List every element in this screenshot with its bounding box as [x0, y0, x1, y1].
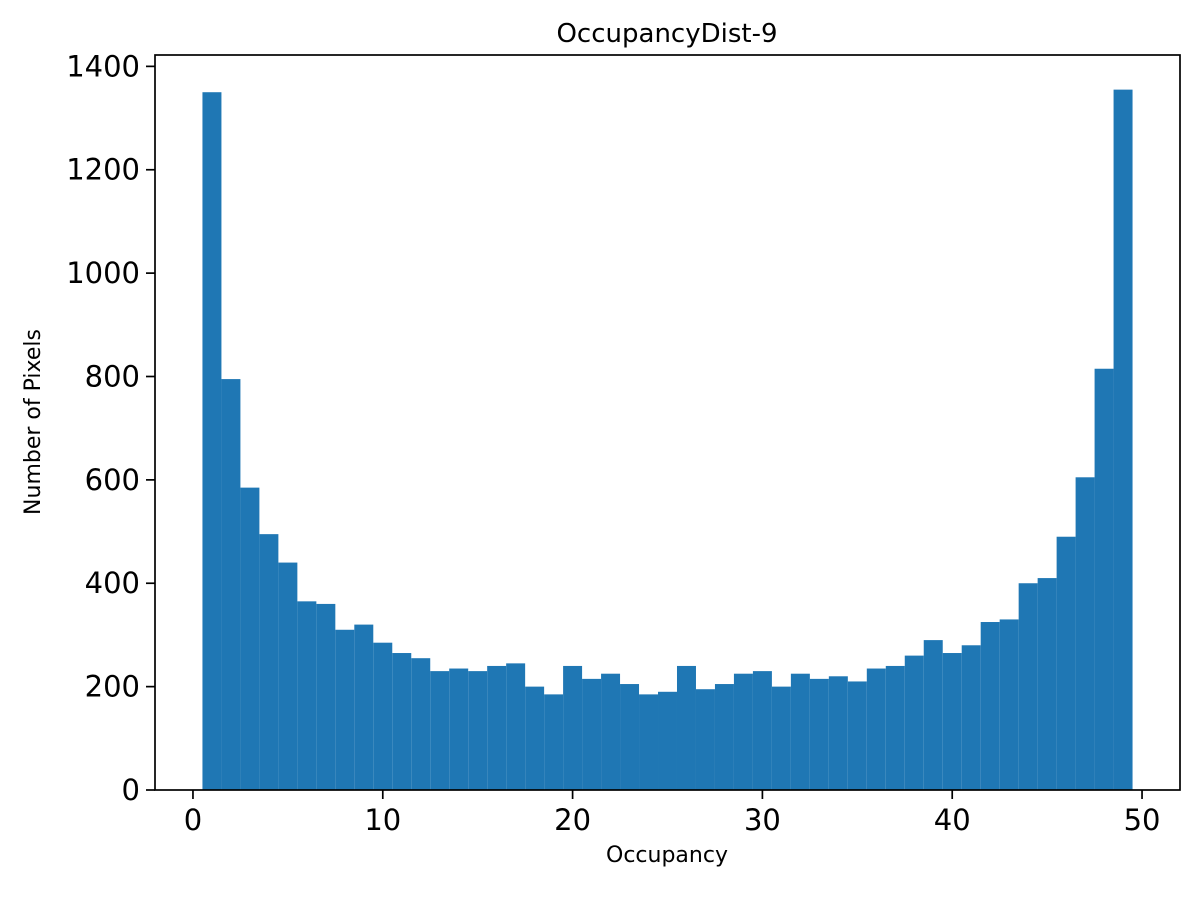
histogram-bar [658, 691, 677, 790]
histogram-bar [733, 673, 753, 790]
x-axis-label: Occupancy [606, 843, 728, 868]
bars-layer [202, 89, 1133, 790]
histogram-bar [695, 689, 715, 790]
x-tick-label: 20 [554, 803, 591, 837]
histogram-bar [601, 673, 621, 790]
histogram-bar [392, 653, 412, 790]
histogram-bar [923, 640, 943, 790]
histogram-bar [1075, 477, 1095, 790]
y-tick-label: 800 [85, 359, 140, 393]
histogram-bar [752, 671, 772, 790]
histogram-bar [259, 534, 279, 790]
histogram-bar [999, 619, 1019, 790]
histogram-bar [1056, 536, 1076, 790]
histogram-bar [828, 676, 848, 790]
histogram-bar [620, 684, 640, 790]
histogram-bar [980, 622, 1000, 790]
histogram-bar [487, 665, 507, 790]
y-tick-label: 600 [85, 463, 140, 497]
y-tick-label: 400 [85, 566, 140, 600]
histogram-bar [582, 678, 602, 790]
histogram-bar [961, 645, 981, 790]
histogram-bar [411, 658, 431, 790]
histogram-bar [1018, 583, 1038, 790]
histogram-bar [278, 562, 298, 790]
histogram-bar [904, 655, 924, 790]
x-tick-label: 40 [934, 803, 971, 837]
histogram-bar [430, 671, 450, 790]
histogram-bar [790, 673, 810, 790]
y-tick-label: 0 [122, 773, 140, 807]
histogram-bar [714, 684, 734, 790]
histogram-bar [885, 665, 905, 790]
y-tick-label: 1200 [66, 153, 140, 187]
histogram-bar [639, 694, 659, 790]
y-tick-label: 1400 [66, 49, 140, 83]
histogram-bar [354, 624, 374, 790]
histogram-bar [525, 686, 545, 790]
histogram-bar [847, 681, 867, 790]
y-tick-label: 200 [85, 670, 140, 704]
y-axis-label: Number of Pixels [21, 329, 46, 515]
histogram-bar [1113, 89, 1133, 790]
y-tick-label: 1000 [66, 256, 140, 290]
x-tick-label: 30 [744, 803, 781, 837]
histogram-bar [1094, 368, 1114, 790]
histogram-bar [942, 653, 962, 790]
x-tick-label: 10 [364, 803, 401, 837]
histogram-bar [373, 642, 393, 790]
histogram-bar [297, 601, 317, 790]
histogram-bar [809, 678, 829, 790]
histogram-bar [563, 665, 583, 790]
histogram-bar [866, 668, 886, 790]
histogram-bar [506, 663, 526, 790]
ticks-layer: 0 10 20 30 40 50 0 200 400 600 800 1000 1200 1400 [66, 49, 1160, 837]
x-tick-label: 0 [184, 803, 202, 837]
histogram-bar [240, 487, 260, 790]
histogram-bar [1037, 578, 1057, 790]
histogram-bar [335, 629, 355, 790]
histogram-bar [221, 379, 241, 790]
histogram-bar [676, 665, 696, 790]
chart-title: OccupancyDist-9 [556, 19, 777, 49]
histogram-bar [449, 668, 469, 790]
histogram-bar [771, 686, 791, 790]
histogram-bar [468, 671, 488, 790]
axes-frame [154, 54, 1181, 791]
x-tick-label: 50 [1124, 803, 1161, 837]
histogram-bar [316, 603, 336, 790]
histogram-bar [544, 694, 564, 790]
histogram-bar [202, 92, 222, 790]
